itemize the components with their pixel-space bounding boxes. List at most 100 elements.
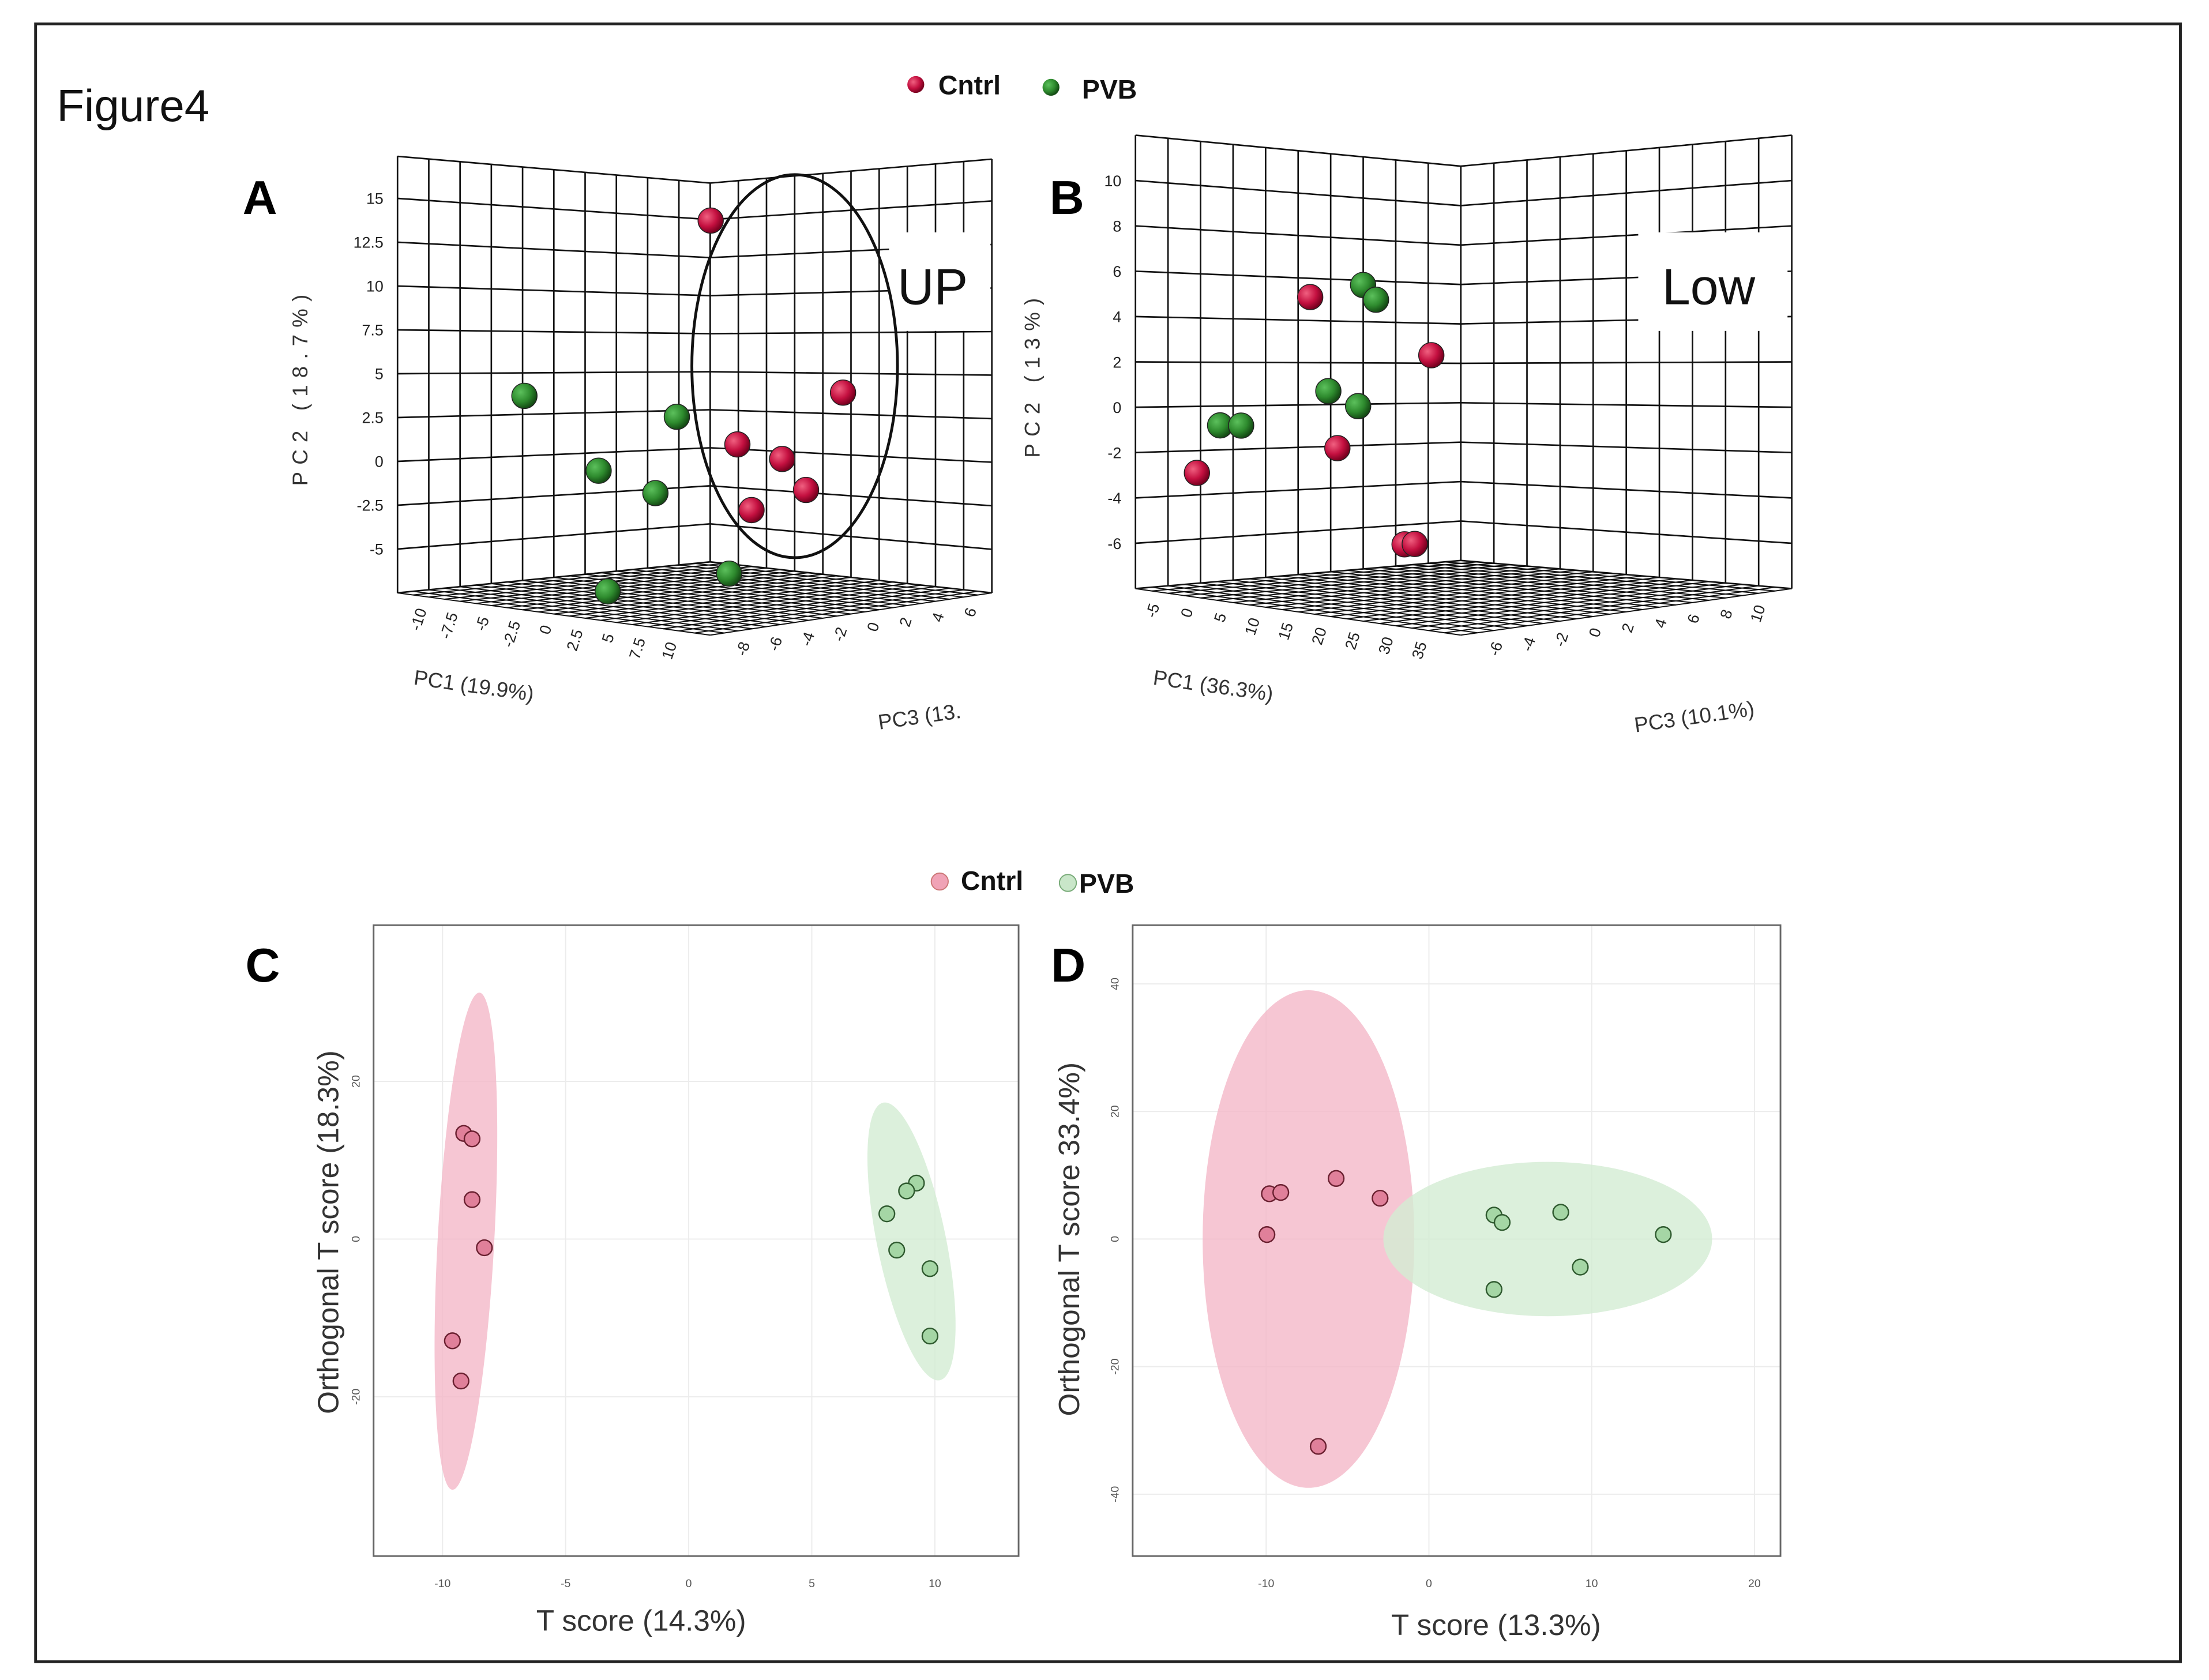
left-wall-gridline <box>1135 520 1461 544</box>
y-tick-label: 40 <box>1109 978 1121 990</box>
legend-cntrl-marker <box>907 76 925 93</box>
data-point-pvb <box>595 578 621 605</box>
floor-gridline <box>694 591 978 634</box>
floor-gridline <box>694 562 978 596</box>
floor-gridline <box>1379 567 1710 601</box>
y-tick-label: 20 <box>1109 1105 1121 1118</box>
data-point-pvb <box>921 1327 939 1345</box>
floor-gridline <box>1460 559 1792 589</box>
floor-gridline <box>1428 562 1759 594</box>
data-point-pvb <box>1345 393 1372 419</box>
data-point-pvb <box>663 404 690 430</box>
legend-pvb-label: PVB <box>1082 74 1137 104</box>
confidence-ellipse-pvb <box>867 1102 956 1381</box>
pc2-tick-label: 6 <box>1113 263 1121 280</box>
floor-gridline <box>600 572 893 608</box>
right-wall-gridline <box>710 447 992 463</box>
floor-gridline <box>663 566 950 600</box>
data-point-pvb <box>921 1260 939 1277</box>
floor-gridline <box>600 581 893 621</box>
panel-label-b: B <box>1050 171 1084 224</box>
pc2-tick-label: 10 <box>1104 172 1121 190</box>
floor-gridline <box>1331 571 1660 608</box>
pc2-tick-label: 0 <box>375 453 384 471</box>
data-point-cntrl <box>1418 342 1445 369</box>
right-wall-gridline <box>710 158 992 184</box>
left-wall-gridline <box>1135 179 1461 206</box>
data-point-cntrl <box>476 1239 493 1257</box>
floor-gridline <box>585 573 880 611</box>
floor-gridline <box>1460 588 1792 636</box>
x-tick-label: 10 <box>929 1577 941 1590</box>
pc2-tick-label: -2 <box>1107 445 1121 462</box>
x-tick-label: 10 <box>1586 1577 1598 1590</box>
left-wall-gridline <box>397 285 711 296</box>
right-wall-gridline <box>710 371 992 376</box>
left-wall-gridline <box>1135 441 1461 454</box>
floor-gridline <box>1395 565 1726 599</box>
pc2-tick-label: 12.5 <box>354 234 384 251</box>
floor-gridline <box>632 569 922 604</box>
floor-gridline <box>616 582 908 623</box>
left-wall-gridline <box>397 371 711 375</box>
floor-gridline <box>678 589 964 632</box>
data-point-cntrl <box>1309 1438 1327 1455</box>
left-wall-gridline <box>397 447 711 463</box>
data-point-pvb <box>642 480 669 506</box>
legend-pvb-label: PVB <box>1079 869 1134 899</box>
data-point-pvb <box>1493 1214 1511 1231</box>
panel-label-c: C <box>246 938 280 992</box>
right-wall-gridline <box>710 200 992 221</box>
x-tick-label: -10 <box>1258 1577 1274 1590</box>
data-point-cntrl <box>1272 1184 1290 1201</box>
x-tick-label: 0 <box>1426 1577 1432 1590</box>
pc2-tick-label: -2.5 <box>357 497 384 514</box>
floor-gridline <box>1395 582 1726 627</box>
floor-gridline <box>1347 578 1676 619</box>
right-wall-gridline <box>1460 441 1792 454</box>
data-point-cntrl <box>1324 435 1351 461</box>
plot-frame <box>1132 924 1782 1557</box>
left-wall-gridline <box>1135 315 1461 325</box>
floor-gridline <box>569 575 866 612</box>
floor-gridline <box>647 567 936 602</box>
data-point-cntrl <box>769 446 795 472</box>
right-wall-gridline <box>1460 361 1792 364</box>
confidence-ellipse-cntrl <box>434 993 498 1490</box>
data-point-cntrl <box>724 431 751 458</box>
data-point-cntrl <box>792 476 820 503</box>
floor-gridline <box>1444 587 1776 634</box>
confidence-ellipse-cntrl <box>1203 990 1415 1488</box>
floor-gridline <box>1412 564 1742 596</box>
floor-gridline <box>1347 569 1676 606</box>
floor-gridline <box>569 578 866 617</box>
data-point-pvb <box>888 1241 906 1259</box>
pc2-tick-label: 8 <box>1113 217 1121 235</box>
data-point-cntrl <box>1184 460 1210 486</box>
data-point-cntrl <box>1258 1226 1276 1243</box>
data-point-cntrl <box>463 1191 481 1208</box>
floor-gridline <box>1331 577 1660 617</box>
data-point-pvb <box>1315 378 1342 404</box>
floor-gridline <box>1314 572 1643 610</box>
pc2-tick-label: 2 <box>1113 354 1121 371</box>
right-wall-gridline <box>1460 480 1792 499</box>
y-tick-label: 20 <box>350 1075 362 1088</box>
pc2-tick-label: 2.5 <box>362 409 383 427</box>
y-tick-label: 0 <box>350 1236 362 1242</box>
data-point-pvb <box>1228 412 1254 439</box>
floor-gridline <box>1428 585 1759 632</box>
panel-label-a: A <box>243 171 277 224</box>
right-wall-gridline <box>710 409 992 420</box>
up-label: UP <box>897 258 968 315</box>
right-wall-gridline <box>1460 225 1792 246</box>
left-wall-gridline <box>1135 134 1461 167</box>
panel-d-xlabel: T score (13.3%) <box>1391 1608 1601 1641</box>
data-point-pvb <box>511 382 538 409</box>
panel-label-d: D <box>1051 938 1085 992</box>
left-wall-gridline <box>397 329 711 335</box>
x-tick-label: -10 <box>434 1577 450 1590</box>
